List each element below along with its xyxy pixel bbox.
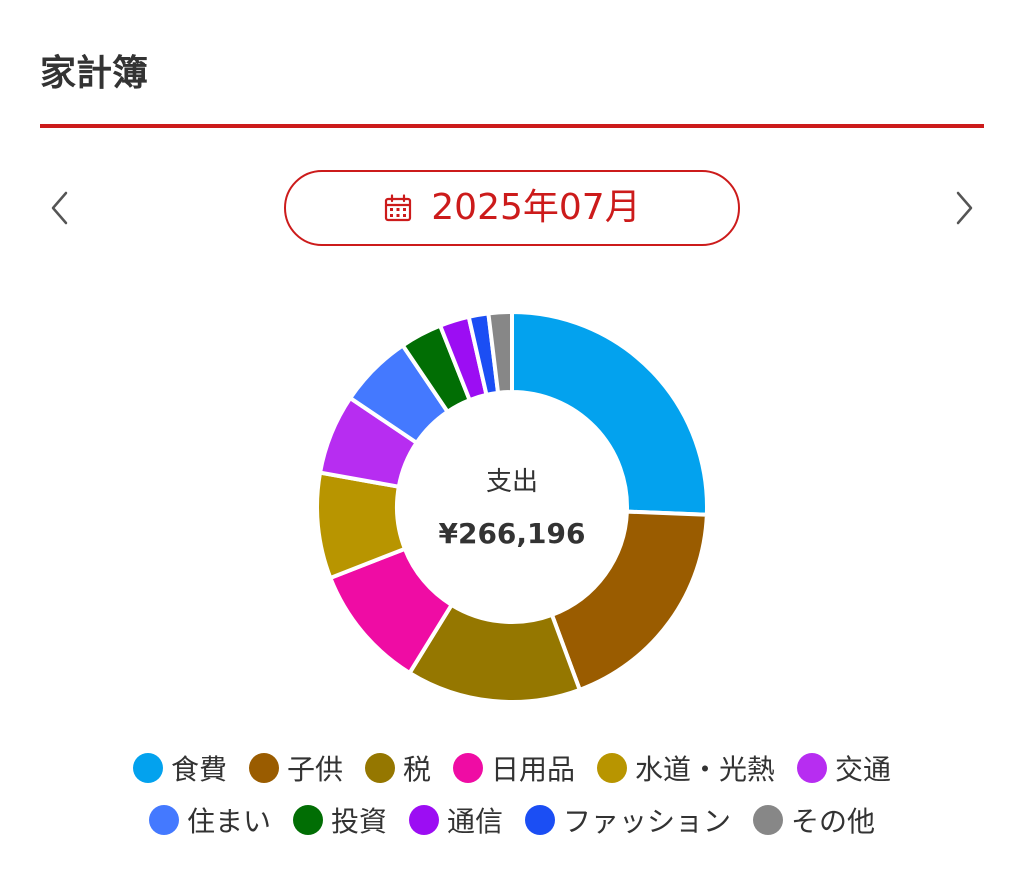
legend-item[interactable]: 日用品 — [453, 748, 575, 788]
legend-color-dot — [408, 805, 439, 835]
center-label: 支出 — [486, 467, 538, 497]
donut-slice-10[interactable] — [486, 309, 514, 396]
legend-label: 交通 — [835, 753, 892, 786]
legend-item[interactable]: 食費 — [132, 748, 227, 788]
legend-label: 通信 — [446, 805, 503, 838]
legend-item[interactable]: 水道・光熱 — [597, 748, 775, 788]
donut-slice-0[interactable] — [510, 309, 709, 517]
next-month-button[interactable] — [942, 186, 986, 230]
chevron-right-icon — [956, 191, 973, 225]
legend-color-dot — [248, 753, 279, 783]
legend-item[interactable]: 子供 — [248, 748, 343, 788]
legend-row: 食費 子供 税 日用品 水道・光熱 交通 — [0, 742, 1024, 794]
legend-color-dot — [364, 753, 395, 783]
month-selector[interactable]: 2025年07月 — [284, 170, 740, 246]
legend-color-dot — [453, 753, 483, 783]
legend-color-dot — [132, 753, 163, 783]
legend-label: 日用品 — [491, 753, 576, 786]
center-value: ¥266,196 — [438, 517, 585, 550]
calendar-icon — [385, 194, 412, 222]
legend-row: 住まい 投資 通信 ファッション その他 — [0, 794, 1024, 846]
legend-item[interactable]: 税 — [364, 748, 431, 788]
legend-label: その他 — [791, 805, 876, 838]
chevron-left-icon — [51, 191, 68, 225]
legend-color-dot — [148, 805, 179, 835]
legend-color-dot — [525, 805, 555, 835]
chart-legend: 食費 子供 税 日用品 水道・光熱 交通住まい 投資 通信 ファッション その他 — [0, 742, 1024, 846]
legend-label: ファッション — [563, 805, 732, 838]
legend-label: 食費 — [170, 753, 227, 786]
title-divider — [40, 124, 984, 128]
legend-color-dot — [753, 805, 784, 835]
legend-item[interactable]: その他 — [753, 800, 875, 840]
legend-label: 住まい — [186, 805, 271, 838]
legend-item[interactable]: 投資 — [292, 800, 387, 840]
legend-item[interactable]: 交通 — [797, 748, 891, 788]
legend-label: 子供 — [286, 753, 343, 786]
legend-item[interactable]: 住まい — [148, 800, 271, 840]
legend-label: 投資 — [330, 805, 387, 838]
legend-label: 税 — [402, 753, 431, 786]
legend-item[interactable]: 通信 — [408, 800, 503, 840]
legend-color-dot — [797, 753, 828, 783]
prev-month-button[interactable] — [38, 186, 82, 230]
current-month-label: 2025年07月 — [431, 187, 641, 228]
legend-color-dot — [597, 753, 628, 783]
legend-color-dot — [292, 805, 323, 835]
legend-item[interactable]: ファッション — [525, 800, 731, 840]
page-title: 家計簿 — [40, 53, 149, 94]
legend-label: 水道・光熱 — [635, 753, 776, 786]
